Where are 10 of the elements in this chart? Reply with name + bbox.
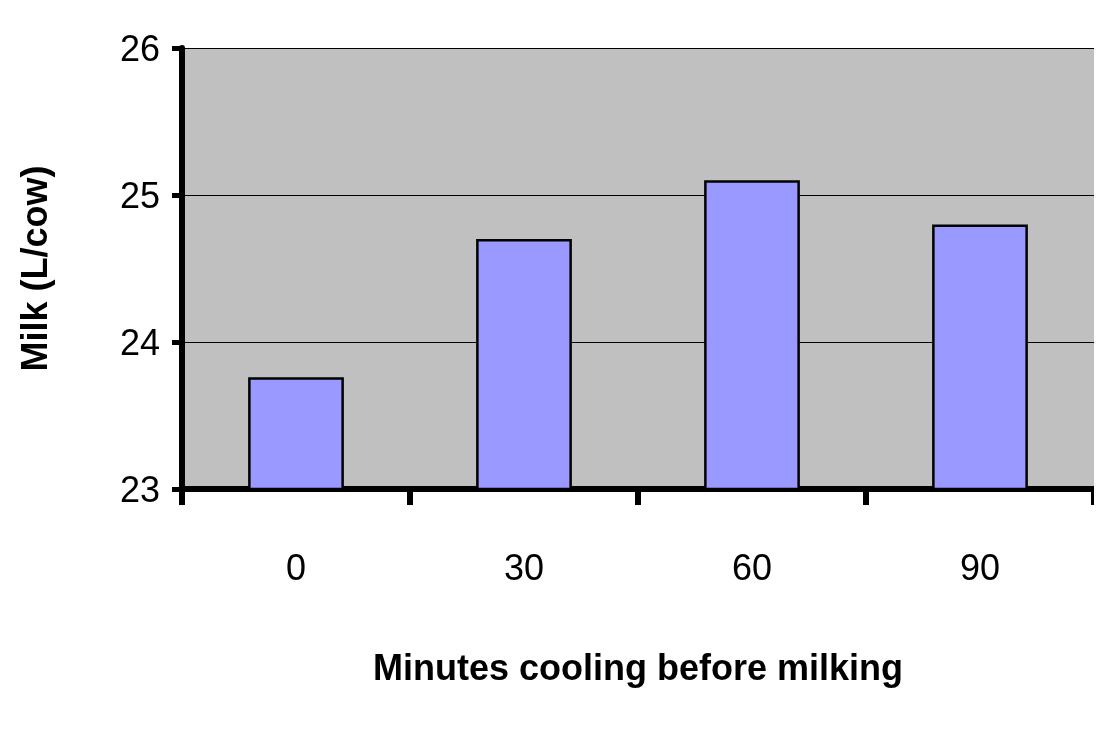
y-tick-label: 23 [119, 468, 160, 510]
y-axis-title: Milk (L/cow) [13, 165, 55, 372]
y-tick-label: 25 [119, 174, 160, 216]
x-tick-label: 30 [503, 546, 545, 588]
x-axis-title: Minutes cooling before milking [372, 646, 904, 688]
x-tick-label: 0 [285, 546, 307, 588]
x-tick-label: 60 [731, 546, 773, 588]
y-tick-label: 24 [119, 321, 160, 363]
x-tick-label: 90 [959, 546, 1001, 588]
y-tick-label: 26 [119, 27, 160, 69]
